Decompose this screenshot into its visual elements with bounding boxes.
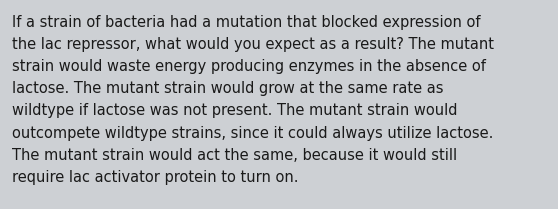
Text: If a strain of bacteria had a mutation that blocked expression of
the lac repres: If a strain of bacteria had a mutation t… [12,15,494,185]
